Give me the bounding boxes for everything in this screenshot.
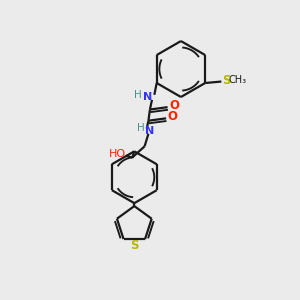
Text: N: N [145, 126, 154, 136]
Text: H: H [134, 90, 142, 100]
Text: HO: HO [109, 149, 126, 159]
Text: O: O [169, 99, 179, 112]
Text: H: H [137, 123, 145, 133]
Text: N: N [143, 92, 152, 102]
Text: CH₃: CH₃ [229, 75, 247, 85]
Text: O: O [168, 110, 178, 123]
Text: S: S [130, 238, 139, 251]
Text: S: S [222, 74, 231, 87]
